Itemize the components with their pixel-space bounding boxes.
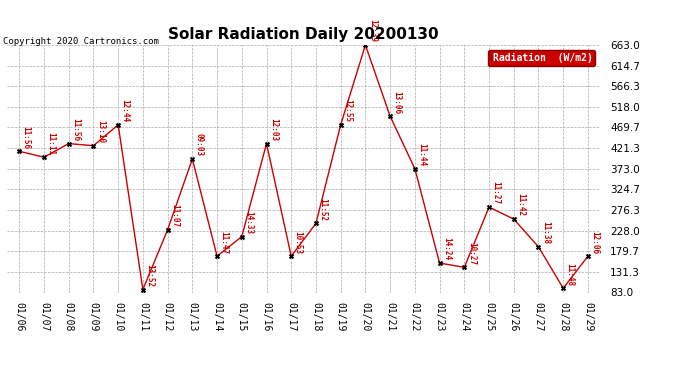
- Text: 13:52: 13:52: [146, 264, 155, 287]
- Point: [434, 260, 445, 266]
- Point: [112, 122, 124, 128]
- Text: 13:10: 13:10: [96, 120, 105, 143]
- Text: 10:27: 10:27: [466, 242, 476, 265]
- Text: 11:07: 11:07: [170, 204, 179, 227]
- Point: [39, 154, 50, 160]
- Point: [286, 253, 297, 259]
- Point: [582, 253, 593, 259]
- Text: 11:42: 11:42: [516, 194, 525, 216]
- Text: 14:24: 14:24: [442, 237, 451, 261]
- Point: [360, 42, 371, 48]
- Text: 11:47: 11:47: [219, 231, 228, 254]
- Text: 14:33: 14:33: [244, 211, 253, 234]
- Point: [187, 156, 198, 162]
- Legend: Radiation  (W/m2): Radiation (W/m2): [488, 50, 595, 66]
- Point: [162, 227, 173, 233]
- Point: [335, 122, 346, 128]
- Point: [261, 141, 272, 147]
- Text: 11:52: 11:52: [318, 198, 328, 221]
- Point: [137, 286, 148, 292]
- Point: [236, 234, 247, 240]
- Text: 12:06: 12:06: [591, 231, 600, 254]
- Text: 10:53: 10:53: [294, 231, 303, 254]
- Point: [409, 166, 420, 172]
- Point: [558, 285, 569, 291]
- Text: 11:38: 11:38: [541, 221, 550, 244]
- Text: 11:48: 11:48: [566, 262, 575, 286]
- Point: [509, 216, 520, 222]
- Title: Solar Radiation Daily 20200130: Solar Radiation Daily 20200130: [168, 27, 439, 42]
- Text: 11:27: 11:27: [491, 182, 500, 205]
- Point: [310, 220, 322, 226]
- Text: 11:44: 11:44: [417, 143, 426, 166]
- Text: 12:39: 12:39: [368, 20, 377, 42]
- Text: 12:55: 12:55: [343, 99, 352, 122]
- Text: Copyright 2020 Cartronics.com: Copyright 2020 Cartronics.com: [3, 38, 159, 46]
- Point: [212, 253, 223, 259]
- Text: 11:11: 11:11: [46, 132, 55, 154]
- Point: [459, 264, 470, 270]
- Text: 12:03: 12:03: [269, 118, 278, 141]
- Point: [533, 244, 544, 250]
- Point: [484, 204, 495, 210]
- Point: [88, 143, 99, 149]
- Point: [14, 148, 25, 154]
- Text: 12:44: 12:44: [121, 99, 130, 122]
- Text: 09:03: 09:03: [195, 133, 204, 156]
- Text: 13:06: 13:06: [393, 91, 402, 114]
- Point: [384, 113, 395, 119]
- Point: [63, 141, 75, 147]
- Text: 11:56: 11:56: [71, 118, 80, 141]
- Text: 11:56: 11:56: [22, 126, 31, 149]
